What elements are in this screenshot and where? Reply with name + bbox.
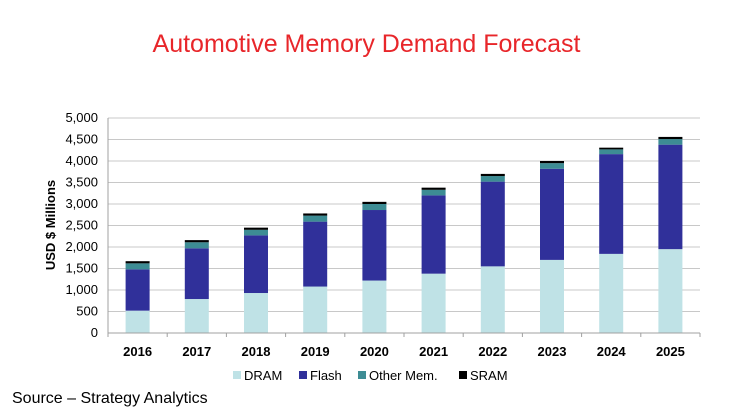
axes: 0 500 1,000 1,500 2,000 2,500 3,000 3,500 4,000 4… xyxy=(65,110,701,359)
bar-sram-2017 xyxy=(184,240,209,243)
bar-flash-2023 xyxy=(540,168,564,260)
bar-dram-2017 xyxy=(184,299,209,333)
bar-dram-2025 xyxy=(658,249,683,333)
bar-sram-2016 xyxy=(125,261,150,264)
source-note: Source – Strategy Analytics xyxy=(12,390,208,407)
y-tick-label: 3,000 xyxy=(65,196,98,211)
legend-swatch xyxy=(358,371,366,379)
bar-other-mem-2024 xyxy=(599,149,624,155)
bar-dram-2019 xyxy=(303,286,328,333)
bar-dram-2022 xyxy=(480,266,505,333)
legend: DRAM Flash Other Mem. SRAM xyxy=(233,368,508,383)
legend-swatch xyxy=(299,371,307,379)
bar-flash-2025 xyxy=(658,144,683,250)
x-tick-label: 2018 xyxy=(242,344,271,359)
bar-sram-2024 xyxy=(599,147,624,150)
y-tick-label: 2,500 xyxy=(65,218,98,233)
legend-label: SRAM xyxy=(470,368,508,383)
bar-sram-2023 xyxy=(540,161,564,164)
bar-other-mem-2022 xyxy=(480,176,505,182)
y-tick-label: 4,500 xyxy=(65,132,98,147)
legend-swatch xyxy=(459,371,467,379)
bar-flash-2017 xyxy=(184,248,209,300)
bar-flash-2019 xyxy=(303,221,328,287)
bar-dram-2018 xyxy=(244,293,268,333)
bar-other-mem-2025 xyxy=(658,139,683,145)
y-axis-title: USD $ Millions xyxy=(43,180,58,270)
bar-dram-2016 xyxy=(125,310,150,333)
x-tick-label: 2023 xyxy=(538,344,567,359)
legend-swatch xyxy=(233,371,241,379)
bar-other-mem-2016 xyxy=(125,263,150,270)
bar-dram-2020 xyxy=(362,280,387,333)
y-tick-label: 500 xyxy=(76,304,98,319)
bar-flash-2021 xyxy=(421,195,446,274)
bar-flash-2020 xyxy=(362,210,387,281)
bar-flash-2016 xyxy=(125,269,150,311)
bar-sram-2020 xyxy=(362,201,387,204)
bar-sram-2025 xyxy=(658,136,683,140)
legend-label: Other Mem. xyxy=(369,368,438,383)
legend-label: Flash xyxy=(310,368,342,383)
bar-sram-2022 xyxy=(480,173,505,177)
legend-label: DRAM xyxy=(244,368,282,383)
bar-flash-2018 xyxy=(244,235,268,294)
bar-flash-2022 xyxy=(480,181,505,267)
y-tick-label: 3,500 xyxy=(65,175,98,190)
x-tick-label: 2020 xyxy=(360,344,389,359)
y-tick-label: 4,000 xyxy=(65,153,98,168)
bar-dram-2023 xyxy=(540,259,564,333)
x-tick-label: 2016 xyxy=(123,344,152,359)
bars xyxy=(125,136,683,333)
bar-other-mem-2021 xyxy=(421,189,446,196)
bar-flash-2024 xyxy=(599,154,624,254)
x-tick-label: 2017 xyxy=(182,344,211,359)
y-tick-label: 2,000 xyxy=(65,239,98,254)
y-tick-label: 0 xyxy=(91,325,98,340)
x-tick-label: 2021 xyxy=(419,344,448,359)
bar-sram-2019 xyxy=(303,213,328,216)
bar-other-mem-2017 xyxy=(184,242,209,249)
bar-sram-2018 xyxy=(244,227,268,230)
bar-dram-2024 xyxy=(599,253,624,333)
bar-dram-2021 xyxy=(421,273,446,333)
bar-other-mem-2019 xyxy=(303,215,328,222)
bar-other-mem-2020 xyxy=(362,204,387,211)
bar-sram-2021 xyxy=(421,187,446,190)
bar-other-mem-2018 xyxy=(244,229,268,236)
y-tick-label: 1,500 xyxy=(65,261,98,276)
y-tick-label: 5,000 xyxy=(65,110,98,125)
x-tick-label: 2019 xyxy=(301,344,330,359)
x-tick-label: 2025 xyxy=(656,344,685,359)
chart-title: Automotive Memory Demand Forecast xyxy=(152,30,581,58)
bar-other-mem-2023 xyxy=(540,163,564,169)
x-tick-label: 2022 xyxy=(478,344,507,359)
y-tick-label: 1,000 xyxy=(65,282,98,297)
x-tick-label: 2024 xyxy=(597,344,627,359)
